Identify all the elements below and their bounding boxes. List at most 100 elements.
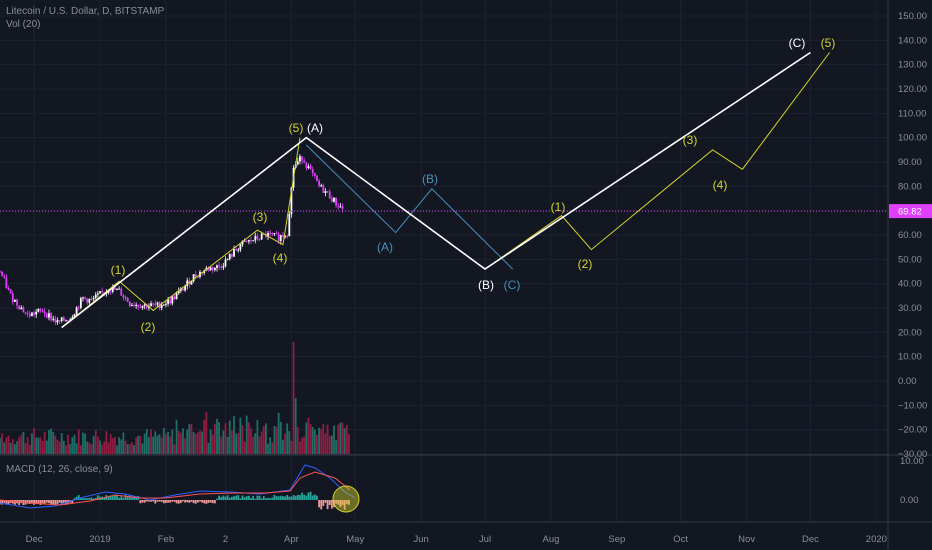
current-price-value: 69.82: [898, 207, 922, 218]
volume-bar: [269, 437, 272, 454]
wave-label-yellow-projection: (5): [821, 36, 836, 50]
macd-histogram-bar: [343, 500, 346, 510]
volume-bar: [343, 428, 346, 454]
volume-bar: [186, 429, 189, 454]
macd-histogram-bar: [43, 500, 46, 504]
volume-bar: [143, 433, 146, 454]
candle-body: [135, 304, 138, 306]
macd-histogram-bar: [103, 497, 106, 500]
macd-histogram-bar: [199, 500, 201, 502]
candle-body: [218, 265, 221, 267]
candle-body: [167, 299, 169, 304]
wave-label-yellow-primary: (3): [253, 210, 268, 224]
macd-histogram-bar: [322, 500, 325, 506]
macd-histogram-bar: [45, 500, 48, 503]
macd-histogram-bar: [301, 492, 303, 500]
volume-bar: [111, 438, 114, 454]
time-tick-label: Sep: [608, 534, 625, 545]
macd-histogram-bar: [52, 500, 55, 505]
wave-yellow-projection[interactable]: [484, 52, 830, 270]
macd-indicator-label[interactable]: MACD (12, 26, close, 9): [6, 464, 113, 475]
volume-bar: [77, 429, 80, 454]
candle-body: [99, 291, 101, 294]
macd-histogram-bar: [128, 495, 131, 500]
candle-body: [233, 249, 235, 257]
candle-body: [326, 191, 329, 193]
price-tick-label: 60.00: [898, 230, 922, 241]
macd-histogram-bar: [267, 497, 269, 500]
price-tick-label: 90.00: [898, 157, 922, 168]
volume-bar: [65, 445, 67, 454]
volume-bar: [24, 443, 27, 454]
time-tick-label: Oct: [673, 534, 688, 545]
wave-label-yellow-projection: (3): [683, 133, 698, 147]
macd-histogram-bar: [192, 500, 195, 504]
volume-bar: [16, 441, 18, 454]
volume-bar: [154, 431, 157, 454]
candle-body: [226, 259, 229, 261]
macd-histogram-bar: [35, 500, 38, 504]
candle-body: [54, 318, 57, 323]
wave-label-main-B: (B): [478, 278, 494, 292]
volume-bar: [224, 423, 227, 454]
volume-bar: [250, 428, 252, 454]
volume-bar: [216, 418, 218, 454]
volume-bar: [313, 429, 316, 454]
macd-histogram-bar: [271, 497, 274, 500]
candle-body: [228, 254, 231, 260]
volume-bar: [182, 428, 184, 454]
volume-bar: [247, 422, 250, 454]
volume-bar: [324, 433, 327, 454]
volume-bar: [116, 445, 118, 454]
candle-body: [243, 240, 246, 242]
macd-histogram-bar: [37, 500, 40, 503]
volume-bar: [33, 428, 35, 454]
symbol-title[interactable]: Litecoin / U.S. Dollar, D, BITSTAMP: [6, 6, 165, 17]
candle-body: [260, 233, 263, 240]
price-tick-label: 110.00: [898, 108, 926, 119]
volume-bar: [184, 438, 186, 454]
candle-body: [22, 307, 25, 313]
macd-histogram-bar: [341, 500, 344, 506]
macd-highlight-circle[interactable]: [332, 485, 360, 513]
volume-bar: [188, 424, 191, 454]
macd-histogram-bar: [347, 500, 350, 505]
macd-histogram-bar: [288, 496, 291, 500]
candle-body: [211, 267, 214, 270]
volume-bar: [267, 443, 269, 454]
macd-histogram-bar: [196, 500, 199, 503]
volume-indicator-label[interactable]: Vol (20): [6, 19, 41, 30]
volume-bar: [126, 444, 129, 454]
volume-bar: [122, 432, 125, 454]
macd-histogram-bar: [335, 500, 338, 504]
candle-body: [324, 191, 327, 194]
candle-body: [318, 180, 320, 186]
volume-bar: [282, 439, 284, 454]
volume-bar: [96, 436, 99, 454]
macd-histogram-bar: [109, 495, 112, 500]
macd-histogram-bar: [254, 498, 257, 500]
macd-histogram-bar: [116, 494, 118, 500]
candle-body: [230, 254, 233, 257]
volume-bar: [165, 433, 167, 454]
macd-histogram-bar: [194, 500, 197, 504]
macd-histogram-bar: [177, 500, 180, 504]
volume-bar: [43, 432, 46, 454]
wave-blue-projection[interactable]: [305, 144, 514, 270]
macd-histogram-bar: [124, 494, 127, 500]
volume-bar: [220, 436, 223, 454]
candle-body: [41, 309, 44, 312]
macd-histogram-bar: [213, 500, 216, 504]
candle-body: [143, 304, 146, 306]
wave-main[interactable]: [61, 51, 811, 329]
time-tick-label: Jul: [479, 534, 491, 545]
volume-bar: [256, 420, 259, 454]
wave-label-yellow-primary: (2): [141, 320, 156, 334]
candle-body: [65, 320, 67, 322]
price-tick-label: 120.00: [898, 84, 927, 95]
volume-bar: [333, 425, 335, 454]
wave-yellow-primary[interactable]: [61, 137, 301, 328]
macd-histogram-bar: [122, 497, 125, 500]
macd-histogram-bar: [203, 500, 206, 504]
